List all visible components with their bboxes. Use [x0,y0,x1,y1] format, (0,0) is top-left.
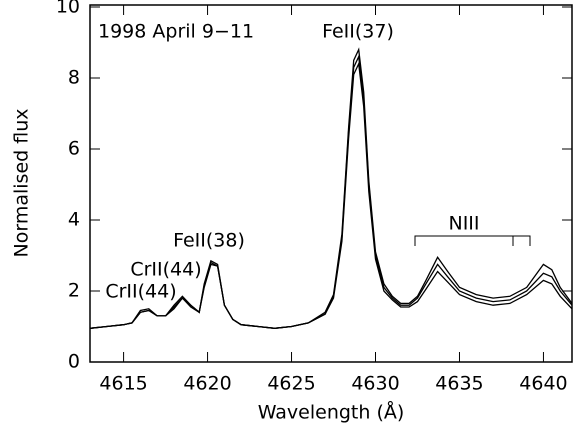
y-tick-label: 8 [68,67,80,89]
x-tick-label: 4640 [519,373,567,395]
annotation: CrII(44) [130,259,201,281]
x-tick-label: 4620 [183,373,231,395]
x-tick-label: 4635 [435,373,483,395]
y-axis-label: Normalised flux [11,109,33,258]
annotation: FeII(38) [173,230,245,252]
y-tick-label: 2 [68,280,80,302]
x-tick-label: 4630 [351,373,399,395]
niii-bracket [414,235,531,246]
spectrum-line [89,61,573,329]
plot-frame [89,4,573,363]
y-tick-label: 6 [68,138,80,160]
y-tick-label: 4 [68,209,80,231]
annotation: 1998 April 9−11 [98,21,254,43]
annotation: NIII [448,213,479,235]
annotation: CrII(44) [105,281,176,303]
x-tick-label: 4625 [267,373,315,395]
y-tick-label: 0 [68,351,80,373]
annotation: FeII(37) [322,21,394,43]
y-tick-label: 10 [56,0,80,18]
x-tick-label: 4615 [99,373,147,395]
x-axis-label: Wavelength (Å) [258,401,405,424]
